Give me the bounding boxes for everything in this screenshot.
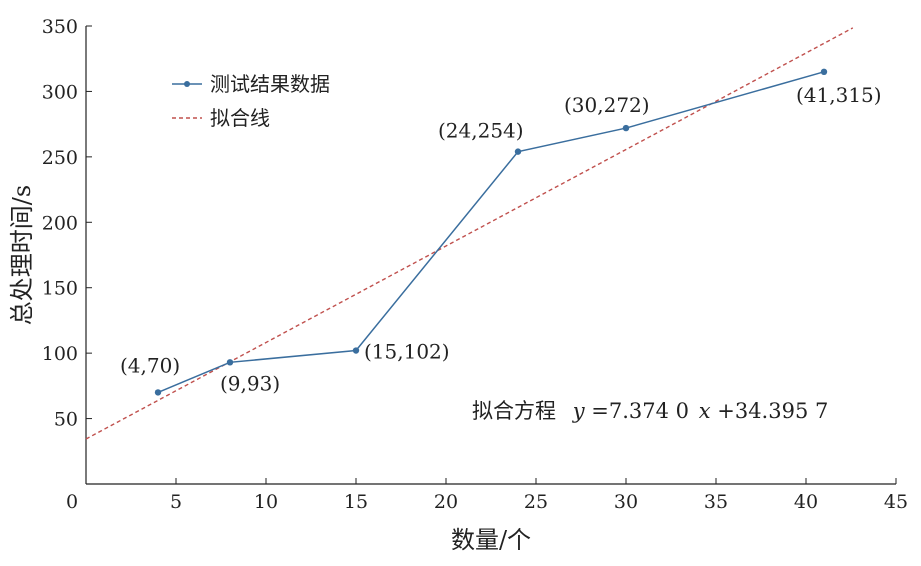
x-tick-label: 35 [704,491,728,513]
series-group [154,68,828,396]
y-tick-label: 300 [42,81,78,103]
fit-equation: 拟合方程 y =7.374 0 x +34.395 7 [472,399,828,423]
y-tick-label: 350 [42,16,78,38]
data-label: (4,70) [120,353,180,377]
data-labels-group: (4,70) (9,93) (15,102) (24,254) (30,272) (41,… [120,83,882,396]
x-tick-label: 20 [434,491,458,513]
data-point [226,359,234,366]
fit-equation-y: y [572,399,586,423]
y-tick-label: 100 [42,343,78,365]
x-tick-label: 25 [524,491,548,513]
data-label: (15,102) [364,340,450,364]
y-tick-label: 150 [42,278,78,300]
y-tick-label: 50 [54,409,78,431]
data-point [514,148,522,155]
data-label: (24,254) [438,119,524,143]
data-label: (41,315) [796,83,882,107]
y-axis-label: 总处理时间/s [8,185,36,325]
fit-equation-x: x [699,399,711,423]
x-tick-label: 30 [614,491,638,513]
test-data-line [157,71,825,394]
data-label: (30,272) [564,93,650,117]
fit-equation-mid: =7.374 0 [591,399,689,423]
y-tick-label: 200 [42,212,78,234]
x-tick-label: 0 [66,491,78,513]
axes: 0 5 10 15 20 25 30 35 40 45 50 100 150 200 250 300 350 [42,16,908,513]
legend-label-fit-line: 拟合线 [210,106,270,130]
fit-equation-prefix: 拟合方程 [472,399,556,423]
x-tick-label: 15 [344,491,368,513]
x-tick-label: 45 [884,491,908,513]
x-tick-label: 5 [170,491,182,513]
data-point [154,389,162,396]
legend-label-test-data: 测试结果数据 [210,72,330,96]
data-point [352,347,360,354]
legend-marker-test-data [184,81,190,87]
x-tick-label: 10 [254,491,278,513]
fit-line-group [85,27,854,440]
data-label: (9,93) [220,371,280,395]
fit-line [85,27,854,440]
x-tick-label: 40 [794,491,818,513]
data-point [622,124,630,132]
fit-equation-tail: +34.395 7 [717,399,828,423]
data-point [820,68,828,76]
legend: 测试结果数据 拟合线 [172,72,330,130]
y-tick-label: 250 [42,147,78,169]
x-axis-label: 数量/个 [451,526,531,554]
